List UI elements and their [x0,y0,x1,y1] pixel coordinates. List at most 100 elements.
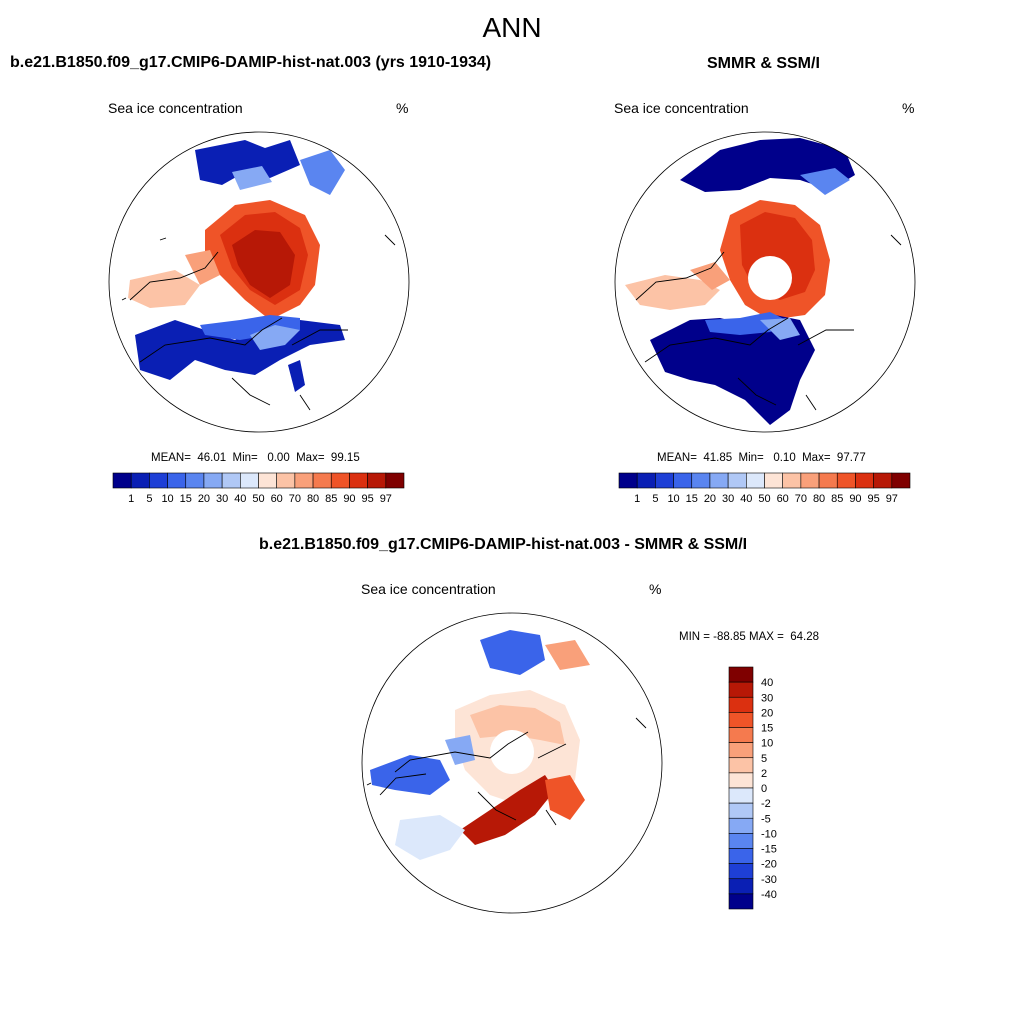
diff-colorbar-swatch [728,787,754,804]
diff-colorbar-tick-label: 15 [761,723,773,735]
right-variable-label: Sea ice concentration [614,100,749,116]
diff-colorbar-tick-label: -20 [761,859,777,871]
diff-colorbar-swatch [728,681,754,698]
diff-colorbar-swatch [728,666,754,683]
right-colorbar-tick-label: 70 [795,493,807,505]
left-units-label: % [396,100,409,116]
left-colorbar-swatch [167,472,187,489]
right-colorbar-swatch [800,472,820,489]
diff-colorbar-tick-label: 20 [761,707,773,719]
right-colorbar-tick-label: 20 [704,493,716,505]
right-colorbar-tick-label: 97 [886,493,898,505]
left-colorbar-swatch [185,472,205,489]
right-colorbar-swatch [855,472,874,489]
diff-colorbar-swatch [728,878,754,895]
left-colorbar-tick-label: 97 [380,493,392,505]
left-colorbar-swatch [367,472,387,489]
left-panel-title: b.e21.B1850.f09_g17.CMIP6-DAMIP-hist-nat… [10,54,492,71]
right-colorbar-swatch [818,472,838,489]
left-colorbar-tick-label: 10 [161,493,173,505]
right-colorbar-tick-label: 80 [813,493,825,505]
diff-units-label: % [649,581,662,597]
right-colorbar-swatch [673,472,693,489]
left-colorbar-swatch [112,472,132,489]
left-colorbar-swatch [385,472,405,489]
right-colorbar-tick-label: 5 [652,493,658,505]
left-colorbar-swatch [130,472,150,489]
left-colorbar-tick-label: 20 [198,493,210,505]
diff-colorbar-tick-label: -30 [761,874,777,886]
diff-colorbar-swatch [728,742,754,759]
right-colorbar-swatch [746,472,765,489]
diff-colorbar-tick-label: -10 [761,828,777,840]
diff-atlantic-band [480,630,545,675]
diff-stats: MIN = -88.85 MAX = 64.28 [679,631,819,643]
right-colorbar-tick-label: 40 [740,493,752,505]
diff-colorbar-tick-label: 2 [761,768,767,780]
right-colorbar: 1 5 10 15 20 30 40 50 60 70 80 85 90 95 97 [618,472,911,505]
diff-colorbar-swatch [728,757,754,774]
diff-colorbar-swatch [728,893,754,910]
left-colorbar-swatch [203,472,223,489]
right-colorbar-swatch [891,472,911,489]
right-colorbar-tick-label: 50 [758,493,770,505]
right-colorbar-swatch [782,472,802,489]
diff-colorbar-tick-label: 10 [761,738,773,750]
right-panel-title: SMMR & SSM/I [707,55,820,72]
diff-colorbar-swatch [728,802,754,819]
left-colorbar-tick-label: 5 [146,493,152,505]
diff-colorbar-tick-label: -40 [761,889,777,901]
left-colorbar-tick-label: 95 [362,493,374,505]
left-colorbar-tick-label: 85 [325,493,337,505]
right-colorbar-tick-label: 85 [831,493,843,505]
diff-colorbar-tick-label: -5 [761,813,771,825]
left-colorbar-swatch [221,472,241,489]
right-colorbar-swatch [636,472,656,489]
diff-colorbar-tick-label: 30 [761,692,773,704]
left-colorbar-swatch [349,472,368,489]
right-colorbar-swatch [873,472,893,489]
right-colorbar-tick-label: 15 [686,493,698,505]
left-colorbar-tick-label: 90 [343,493,355,505]
diff-colorbar-tick-label: 5 [761,753,767,765]
right-colorbar-swatch [727,472,747,489]
right-colorbar-swatch [691,472,711,489]
left-ice-atlantic [195,140,300,185]
right-polar-map [614,131,916,433]
left-colorbar-swatch [294,472,314,489]
diff-colorbar-tick-label: 40 [761,677,773,689]
right-ice-pacific [650,315,815,425]
right-units-label: % [902,100,915,116]
diff-panel-title: b.e21.B1850.f09_g17.CMIP6-DAMIP-hist-nat… [259,536,748,553]
left-colorbar-tick-label: 60 [271,493,283,505]
left-colorbar-tick-label: 30 [216,493,228,505]
diff-colorbar-swatch [728,712,754,728]
right-colorbar-swatch [655,472,674,489]
diff-variable-label: Sea ice concentration [361,581,496,597]
right-colorbar-tick-label: 30 [722,493,734,505]
left-colorbar: 1 5 10 15 20 30 40 50 60 70 80 85 90 95 97 [112,472,405,505]
right-colorbar-swatch [764,472,783,489]
left-colorbar-tick-label: 50 [252,493,264,505]
right-stats: MEAN= 41.85 Min= 0.10 Max= 97.77 [657,452,866,464]
left-colorbar-tick-label: 15 [180,493,192,505]
left-colorbar-swatch [330,472,350,489]
diff-colorbar-swatch [728,727,754,743]
right-colorbar-swatch [836,472,856,489]
right-colorbar-tick-label: 95 [868,493,880,505]
right-pole-hole [748,256,792,300]
left-colorbar-swatch [312,472,332,489]
left-colorbar-tick-label: 80 [307,493,319,505]
diff-colorbar-swatch [728,696,754,713]
left-colorbar-tick-label: 70 [289,493,301,505]
diff-barents-positive [460,775,555,845]
diff-colorbar-swatch [728,848,754,864]
right-colorbar-swatch [618,472,638,489]
left-stats: MEAN= 46.01 Min= 0.00 Max= 99.15 [151,452,360,464]
right-colorbar-tick-label: 60 [777,493,789,505]
left-colorbar-tick-label: 40 [234,493,246,505]
right-colorbar-tick-label: 10 [667,493,679,505]
left-colorbar-swatch [240,472,259,489]
left-colorbar-tick-label: 1 [128,493,134,505]
diff-colorbar-swatch [728,817,754,834]
